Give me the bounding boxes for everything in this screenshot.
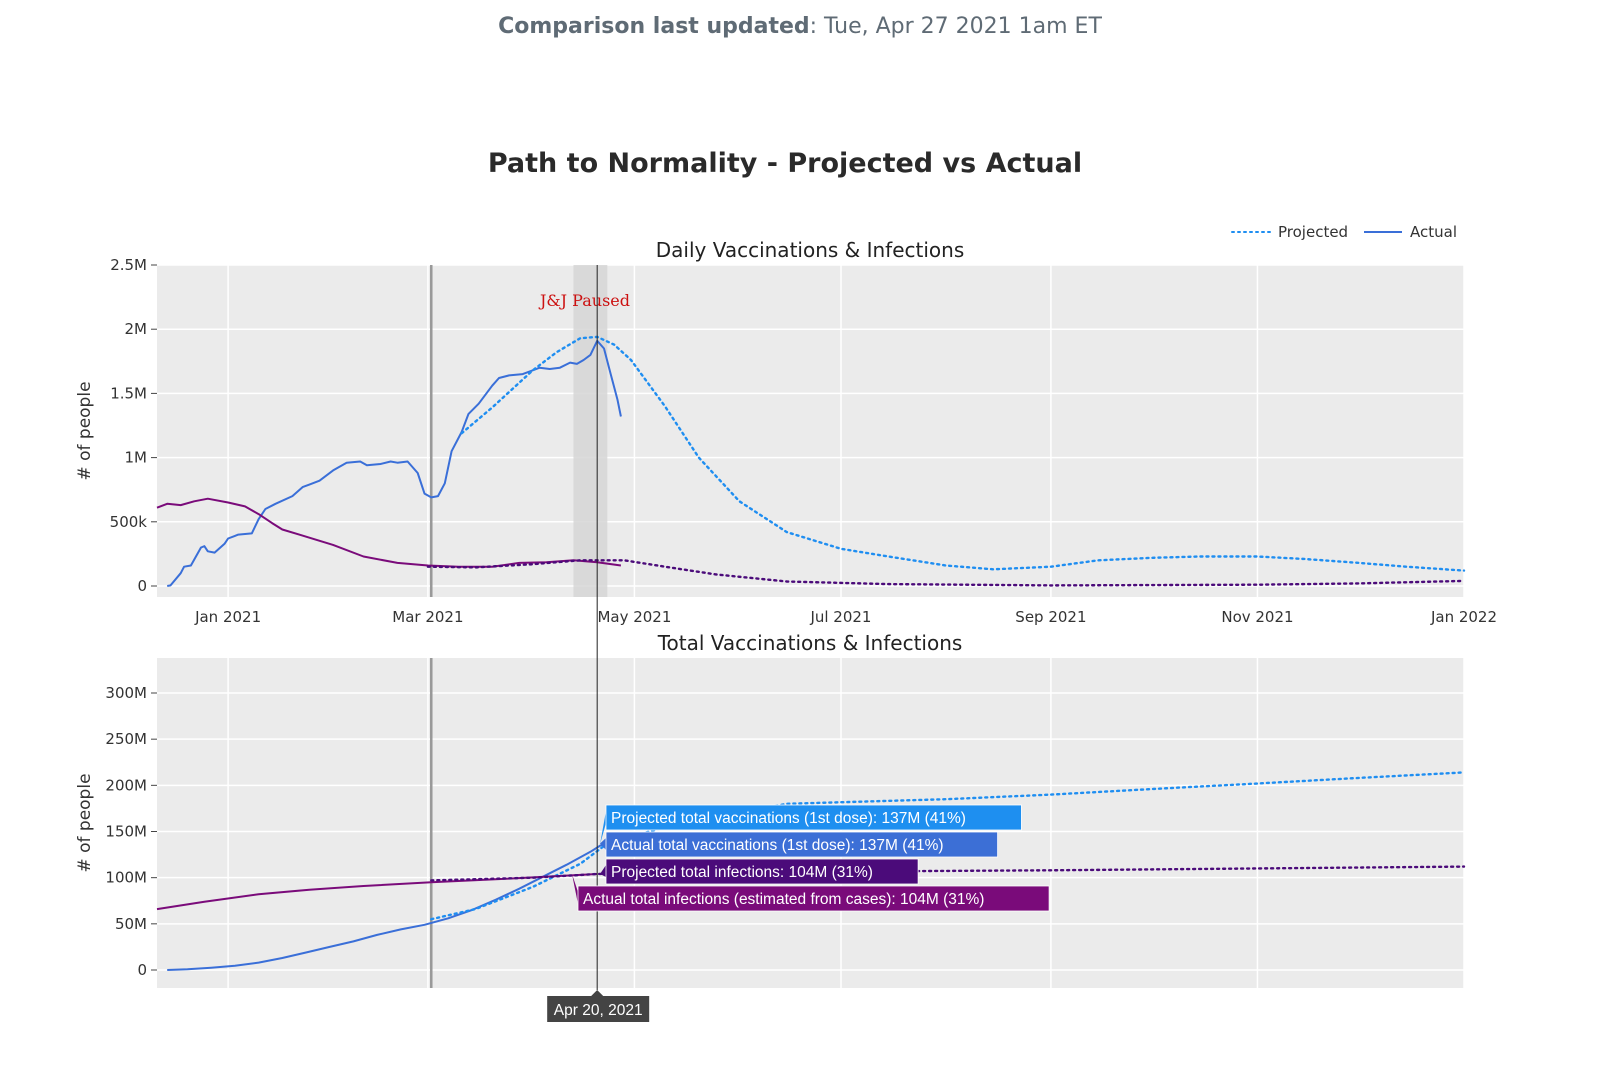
legend-label-actual[interactable]: Actual — [1410, 223, 1457, 241]
x-tick-label: Jul 2021 — [809, 608, 871, 626]
jj-paused-label: J&J Paused — [538, 291, 630, 310]
series-vax-actual — [167, 339, 622, 587]
subplot-title: Total Vaccinations & Infections — [657, 631, 963, 655]
y-tick-label: 100M — [105, 869, 147, 887]
x-tick-label: Mar 2021 — [392, 608, 463, 626]
plot-area — [157, 265, 1464, 597]
hover-label-pointer — [600, 811, 606, 845]
last-updated-value: : Tue, Apr 27 2021 1am ET — [809, 14, 1102, 39]
y-tick-label: 1M — [125, 449, 148, 467]
x-tick-label: Sep 2021 — [1015, 608, 1086, 626]
y-tick-label: 200M — [105, 776, 147, 794]
hover-label-inf-actual: Actual total infections (estimated from … — [583, 891, 984, 908]
y-tick-label: 500k — [110, 513, 148, 531]
chart-legend[interactable]: Projected Actual — [1231, 223, 1457, 241]
x-tick-label: Jan 2021 — [194, 608, 261, 626]
y-tick-label: 2.5M — [110, 256, 147, 274]
y-axis-label: # of people — [75, 773, 95, 872]
hover-label-box — [605, 831, 999, 858]
daily-panel: 0 500k 1M 1.5M 2M 2.5M Daily Vaccinations & In… — [75, 238, 1497, 626]
hover-label-pointer — [600, 865, 606, 877]
hover-date-box — [547, 996, 650, 1022]
chart-title: Path to Normality - Projected vs Actual — [488, 148, 1082, 179]
last-updated-text: Comparison last updated: Tue, Apr 27 202… — [0, 14, 1600, 39]
series-inf-actual — [156, 497, 622, 568]
y-tick-label: 150M — [105, 823, 147, 841]
y-tick-label: 300M — [105, 684, 147, 702]
chart-overlay: Apr 20, 2021 Projected total vaccinations… — [547, 265, 1050, 1022]
y-tick-label: 0 — [137, 961, 147, 979]
hover-label-box — [605, 858, 919, 885]
legend-label-projected[interactable]: Projected — [1278, 223, 1348, 241]
y-axis-label: # of people — [75, 381, 95, 480]
y-tick-label: 50M — [115, 915, 147, 933]
hover-label-inf-projected: Projected total infections: 104M (31%) — [611, 864, 873, 881]
series-vax-projected — [460, 335, 1466, 572]
last-updated-label: Comparison last updated — [498, 14, 810, 39]
series-inf-actual — [156, 873, 598, 911]
hover-label-box — [577, 885, 1050, 912]
hover-date-pointer — [591, 990, 604, 996]
series-vax-actual — [167, 842, 608, 971]
hover-label-box — [605, 804, 1022, 831]
y-tick-label: 2M — [125, 320, 148, 338]
y-tick-label: 1.5M — [110, 384, 147, 402]
hover-label-pointer — [600, 838, 606, 850]
hover-label-vax-actual: Actual total vaccinations (1st dose): 13… — [611, 837, 944, 854]
hover-label-vax-projected: Projected total vaccinations (1st dose):… — [611, 810, 966, 827]
y-tick-label: 0 — [137, 577, 147, 595]
y-tick-label: 250M — [105, 730, 147, 748]
series-inf-projected — [426, 559, 1466, 587]
hover-date-label: Apr 20, 2021 — [554, 1002, 643, 1019]
subplot-title: Daily Vaccinations & Infections — [656, 238, 965, 262]
x-tick-label: Nov 2021 — [1221, 608, 1293, 626]
x-tick-label: May 2021 — [597, 608, 671, 626]
series-vax-projected — [430, 771, 1466, 921]
hover-label-pointer — [572, 874, 578, 904]
x-tick-label: Jan 2022 — [1430, 608, 1497, 626]
jj-paused-band — [573, 265, 608, 597]
